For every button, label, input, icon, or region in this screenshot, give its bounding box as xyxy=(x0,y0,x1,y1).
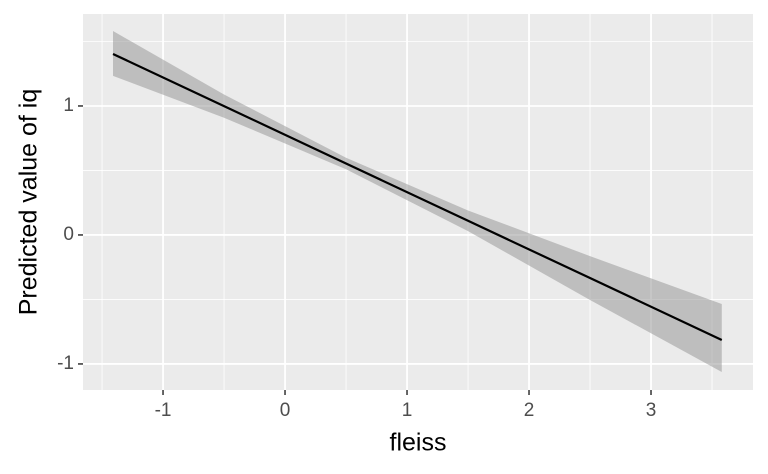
x-tick-label: 3 xyxy=(646,400,657,421)
y-axis-title: Predicted value of iq xyxy=(15,89,43,316)
y-tick-label: -1 xyxy=(57,353,74,374)
x-tick-label: 1 xyxy=(402,400,413,421)
x-tick-label: 2 xyxy=(524,400,535,421)
confidence-ribbon xyxy=(113,31,722,372)
x-tick-label: -1 xyxy=(155,400,172,421)
prediction-line xyxy=(112,52,723,341)
y-tick-label: 1 xyxy=(63,95,74,116)
x-axis-title: fleiss xyxy=(390,429,447,457)
y-tick-label: 0 xyxy=(63,224,74,245)
x-tick-label: 0 xyxy=(280,400,291,421)
